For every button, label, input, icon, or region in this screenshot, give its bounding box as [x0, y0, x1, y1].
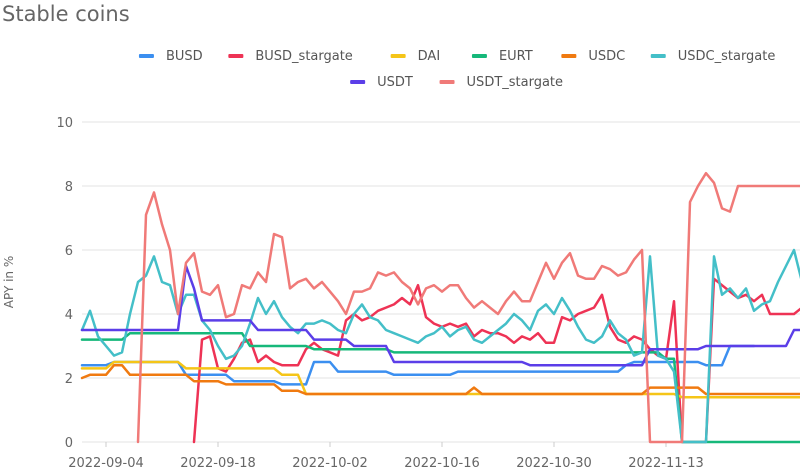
legend-label: USDT: [377, 75, 413, 90]
y-tick-label: 0: [65, 436, 73, 451]
legend-item[interactable]: DAI: [390, 49, 441, 64]
legend-label: BUSD: [166, 49, 203, 64]
legend-swatch: [471, 54, 487, 58]
legend-label: BUSD_stargate: [255, 49, 352, 64]
legend-swatch: [390, 54, 406, 58]
legend-item[interactable]: BUSD: [138, 49, 203, 64]
series-lines: [80, 171, 800, 444]
x-tick-labels: 2022-09-04 2022-09-18 2022-10-02 2022-10-16…: [68, 442, 704, 471]
y-tick-label: 6: [65, 244, 73, 259]
x-tick-label: 2022-09-04: [68, 456, 144, 471]
legend-swatch: [561, 54, 577, 58]
y-axis-label: APY in %: [2, 256, 16, 308]
legend-swatch: [439, 80, 455, 84]
x-tick-label: 2022-11-13: [628, 456, 704, 471]
x-tick-label: 2022-10-16: [404, 456, 480, 471]
x-tick-label: 2022-10-02: [292, 456, 368, 471]
x-tick-label: 2022-09-18: [180, 456, 256, 471]
chart-title: Stable coins: [2, 2, 130, 26]
legend-item[interactable]: USDC_stargate: [650, 49, 776, 64]
legend-swatch: [650, 54, 666, 58]
legend-label: USDC_stargate: [678, 49, 776, 64]
y-tick-label: 2: [65, 372, 73, 387]
series-line-eurt: [80, 331, 800, 444]
legend-swatch: [138, 54, 154, 58]
x-tick-label: 2022-10-30: [516, 456, 592, 471]
legend-item[interactable]: EURT: [471, 49, 533, 64]
legend: BUSD BUSD_stargate DAI EURT USDC USDC_stargat…: [138, 49, 776, 90]
legend-swatch: [350, 80, 366, 84]
series-line-dai: [80, 360, 800, 399]
y-tick-label: 10: [56, 116, 73, 131]
legend-label: DAI: [418, 49, 441, 64]
legend-label: USDC: [588, 49, 625, 64]
legend-label: USDT_stargate: [467, 75, 563, 90]
series-line-usdc: [80, 363, 800, 396]
legend-item[interactable]: USDC: [561, 49, 625, 64]
legend-item[interactable]: USDT_stargate: [439, 75, 563, 90]
y-tick-labels: 0 2 4 6 8 10: [56, 116, 73, 451]
y-tick-label: 8: [65, 180, 73, 195]
series-line-usdt: [80, 264, 800, 367]
legend-swatch: [228, 54, 244, 58]
series-line-usdt-stargate: [136, 171, 800, 444]
legend-item[interactable]: BUSD_stargate: [228, 49, 353, 64]
legend-item[interactable]: USDT: [350, 75, 413, 90]
legend-label: EURT: [499, 49, 533, 64]
y-tick-label: 4: [65, 308, 73, 323]
